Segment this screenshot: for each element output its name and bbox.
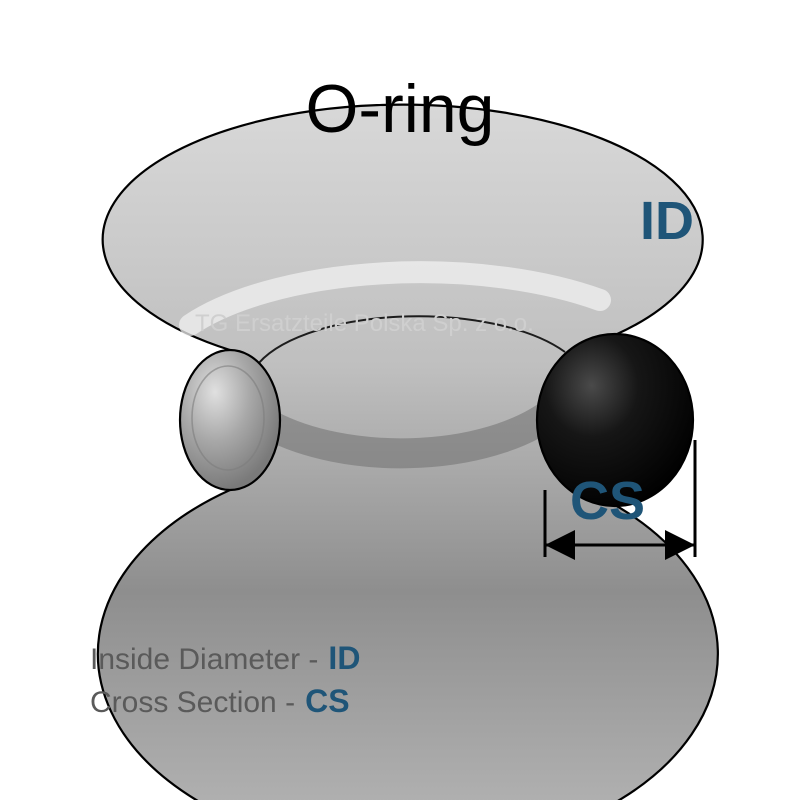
- legend-abbr: ID: [328, 640, 360, 677]
- cs-label: CS: [570, 470, 645, 532]
- watermark-text: TG Ersatzteile Polska Sp. z o.o.: [195, 310, 534, 338]
- diagram-title: O-ring: [306, 70, 495, 148]
- legend-key: Inside Diameter -: [90, 643, 318, 677]
- id-label: ID: [640, 190, 694, 252]
- legend-row-id: Inside Diameter - ID: [90, 640, 360, 677]
- legend-abbr: CS: [305, 683, 349, 720]
- left-end-cap: [180, 350, 280, 490]
- legend-row-cs: Cross Section - CS: [90, 683, 360, 720]
- legend-key: Cross Section -: [90, 686, 295, 720]
- legend: Inside Diameter - ID Cross Section - CS: [90, 640, 360, 726]
